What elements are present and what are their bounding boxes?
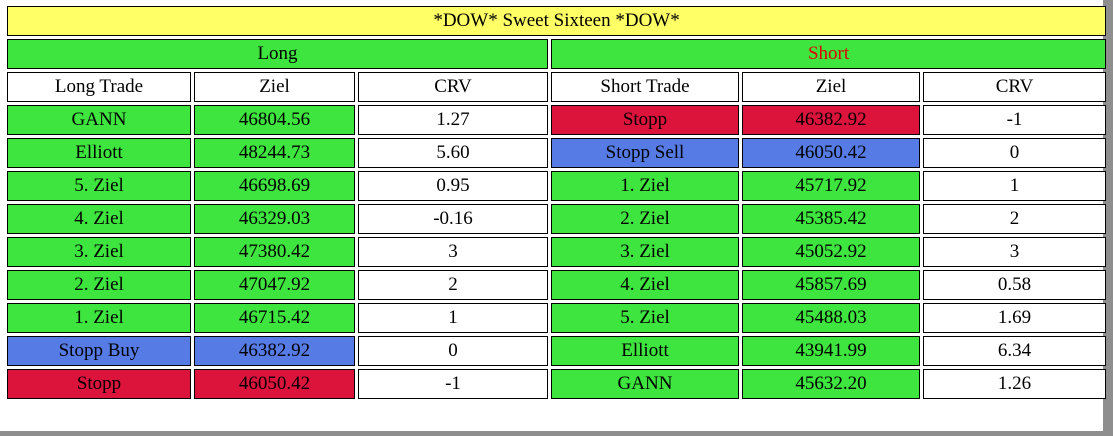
- long-crv-cell: 0.95: [358, 171, 548, 201]
- short-ziel-cell: 45488.03: [742, 303, 920, 333]
- short-crv-cell: 1.26: [923, 369, 1107, 399]
- long-ziel-cell: 48244.73: [194, 138, 355, 168]
- page-title: *DOW* Sweet Sixteen *DOW*: [7, 6, 1107, 36]
- short-crv-cell: 0: [923, 138, 1107, 168]
- title-row: *DOW* Sweet Sixteen *DOW*: [7, 6, 1107, 36]
- long-trade-cell: 2. Ziel: [7, 270, 191, 300]
- long-ziel-cell: 46382.92: [194, 336, 355, 366]
- long-crv-cell: -1: [358, 369, 548, 399]
- short-ziel-cell: 46382.92: [742, 105, 920, 135]
- column-header-short-ziel: Ziel: [742, 72, 920, 102]
- short-trade-cell: 1. Ziel: [551, 171, 739, 201]
- long-ziel-cell: 47380.42: [194, 237, 355, 267]
- column-header-short-crv: CRV: [923, 72, 1107, 102]
- long-trade-cell: 3. Ziel: [7, 237, 191, 267]
- long-crv-cell: 0: [358, 336, 548, 366]
- short-crv-cell: -1: [923, 105, 1107, 135]
- long-trade-cell: 1. Ziel: [7, 303, 191, 333]
- short-ziel-cell: 45052.92: [742, 237, 920, 267]
- short-trade-cell: Stopp: [551, 105, 739, 135]
- short-ziel-cell: 45717.92: [742, 171, 920, 201]
- long-trade-cell: Elliott: [7, 138, 191, 168]
- long-trade-cell: Stopp: [7, 369, 191, 399]
- short-crv-cell: 6.34: [923, 336, 1107, 366]
- short-trade-cell: 4. Ziel: [551, 270, 739, 300]
- short-crv-cell: 1.69: [923, 303, 1107, 333]
- sweet-sixteen-table-wrapper: *DOW* Sweet Sixteen *DOW* Long Short Lon…: [4, 3, 1109, 402]
- short-trade-cell: GANN: [551, 369, 739, 399]
- long-crv-cell: 1: [358, 303, 548, 333]
- column-header-long-ziel: Ziel: [194, 72, 355, 102]
- table-row: Stopp 46050.42 -1 GANN 45632.20 1.26: [7, 369, 1107, 399]
- long-trade-cell: 4. Ziel: [7, 204, 191, 234]
- section-header-short: Short: [551, 39, 1107, 69]
- table-row: 4. Ziel 46329.03 -0.16 2. Ziel 45385.42 2: [7, 204, 1107, 234]
- short-trade-cell: Elliott: [551, 336, 739, 366]
- table-row: 5. Ziel 46698.69 0.95 1. Ziel 45717.92 1: [7, 171, 1107, 201]
- short-crv-cell: 2: [923, 204, 1107, 234]
- column-header-long-crv: CRV: [358, 72, 548, 102]
- short-crv-cell: 3: [923, 237, 1107, 267]
- short-trade-cell: Stopp Sell: [551, 138, 739, 168]
- column-header-row: Long Trade Ziel CRV Short Trade Ziel CRV: [7, 72, 1107, 102]
- long-crv-cell: 5.60: [358, 138, 548, 168]
- table-row: 3. Ziel 47380.42 3 3. Ziel 45052.92 3: [7, 237, 1107, 267]
- long-ziel-cell: 47047.92: [194, 270, 355, 300]
- table-row: GANN 46804.56 1.27 Stopp 46382.92 -1: [7, 105, 1107, 135]
- short-ziel-cell: 43941.99: [742, 336, 920, 366]
- long-crv-cell: 3: [358, 237, 548, 267]
- short-crv-cell: 0.58: [923, 270, 1107, 300]
- long-crv-cell: 2: [358, 270, 548, 300]
- long-trade-cell: GANN: [7, 105, 191, 135]
- short-crv-cell: 1: [923, 171, 1107, 201]
- short-ziel-cell: 46050.42: [742, 138, 920, 168]
- short-ziel-cell: 45857.69: [742, 270, 920, 300]
- column-header-long-trade: Long Trade: [7, 72, 191, 102]
- long-ziel-cell: 46698.69: [194, 171, 355, 201]
- long-ziel-cell: 46329.03: [194, 204, 355, 234]
- column-header-short-trade: Short Trade: [551, 72, 739, 102]
- long-crv-cell: 1.27: [358, 105, 548, 135]
- long-crv-cell: -0.16: [358, 204, 548, 234]
- long-trade-cell: Stopp Buy: [7, 336, 191, 366]
- short-trade-cell: 2. Ziel: [551, 204, 739, 234]
- short-trade-cell: 5. Ziel: [551, 303, 739, 333]
- table-row: Elliott 48244.73 5.60 Stopp Sell 46050.42 0: [7, 138, 1107, 168]
- long-ziel-cell: 46804.56: [194, 105, 355, 135]
- table-row: 1. Ziel 46715.42 1 5. Ziel 45488.03 1.69: [7, 303, 1107, 333]
- long-ziel-cell: 46050.42: [194, 369, 355, 399]
- section-header-long: Long: [7, 39, 548, 69]
- short-ziel-cell: 45385.42: [742, 204, 920, 234]
- short-trade-cell: 3. Ziel: [551, 237, 739, 267]
- long-trade-cell: 5. Ziel: [7, 171, 191, 201]
- long-ziel-cell: 46715.42: [194, 303, 355, 333]
- sweet-sixteen-table: *DOW* Sweet Sixteen *DOW* Long Short Lon…: [4, 3, 1109, 402]
- table-row: Stopp Buy 46382.92 0 Elliott 43941.99 6.34: [7, 336, 1107, 366]
- table-row: 2. Ziel 47047.92 2 4. Ziel 45857.69 0.58: [7, 270, 1107, 300]
- section-header-row: Long Short: [7, 39, 1107, 69]
- short-ziel-cell: 45632.20: [742, 369, 920, 399]
